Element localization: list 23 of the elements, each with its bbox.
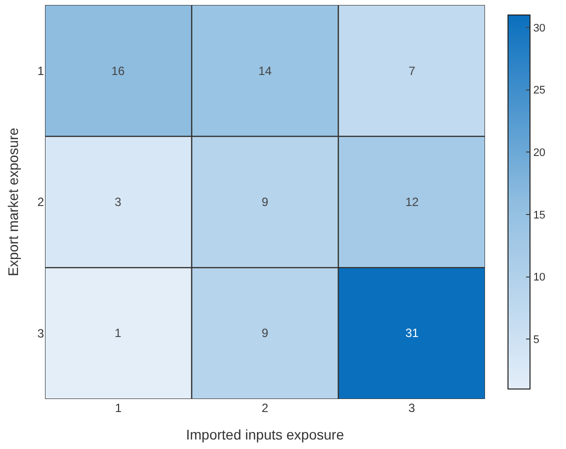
y-tick-label: 3 (37, 326, 44, 341)
x-axis-title: Imported inputs exposure (186, 426, 344, 442)
data-label: 9 (262, 326, 269, 340)
color-bar-label: 15 (533, 209, 546, 222)
data-label: 9 (262, 195, 269, 210)
data-label: 3 (114, 195, 122, 210)
color-bar-label: 25 (533, 84, 546, 97)
y-tick-label: 1 (37, 64, 44, 78)
color-bar-label: 10 (533, 272, 546, 284)
x-tick-label: 1 (114, 401, 122, 415)
data-label: 31 (405, 326, 419, 340)
y-tick-label: 2 (37, 195, 44, 210)
y-axis-title: Export market exposure (4, 127, 21, 276)
color-bar-label: 5 (533, 334, 540, 346)
color-bar-label: 20 (533, 146, 546, 159)
color-bar-label: 30 (533, 22, 546, 34)
data-label: 16 (111, 64, 125, 78)
data-label: 1 (114, 326, 122, 340)
x-tick-label: 2 (262, 401, 269, 415)
data-label: 14 (258, 64, 272, 78)
data-label: 12 (405, 195, 419, 210)
data-label: 7 (408, 64, 416, 78)
x-tick-label: 3 (408, 401, 416, 415)
